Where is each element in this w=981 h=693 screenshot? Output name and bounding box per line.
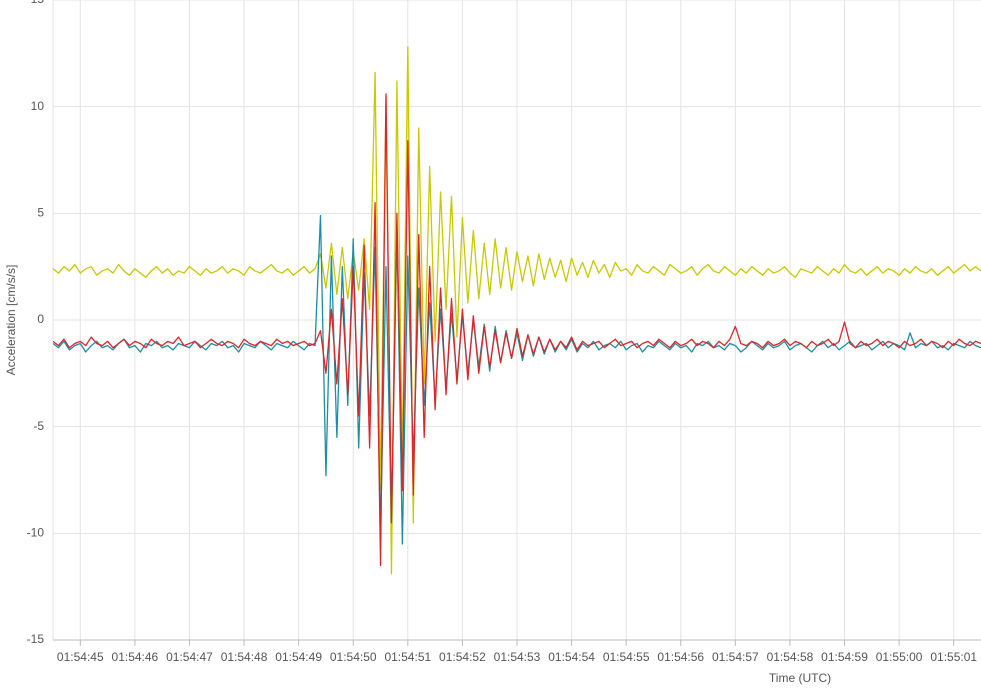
y-tick-label: -5 (33, 419, 44, 433)
labels: -15 -10 -5 0 5 10 15 01:54:45 01:54:46 01:54:47 01… (27, 0, 978, 664)
y-tick-label: 10 (31, 99, 45, 113)
x-tick-label: 01:54:58 (767, 650, 814, 664)
x-tick-label: 01:54:52 (439, 650, 486, 664)
grid (52, 0, 981, 646)
y-axis-title: Acceleration [cm/s/s] (4, 265, 18, 376)
x-axis-title: Time (UTC) (769, 671, 831, 685)
x-tick-label: 01:54:46 (112, 650, 159, 664)
x-tick-label: 01:55:00 (876, 650, 923, 664)
series-line (53, 93, 981, 566)
x-tick-label: 01:54:49 (275, 650, 322, 664)
x-tick-label: 01:54:45 (57, 650, 104, 664)
x-tick-label: 01:54:56 (657, 650, 704, 664)
x-tick-label: 01:54:55 (603, 650, 650, 664)
plot-area (53, 46, 981, 575)
x-tick-label: 01:54:47 (166, 650, 213, 664)
x-tick-label: 01:54:54 (548, 650, 595, 664)
x-tick-label: 01:54:57 (712, 650, 759, 664)
x-tick-label: 01:54:51 (384, 650, 431, 664)
y-tick-label: 5 (37, 206, 44, 220)
x-tick-label: 01:54:50 (330, 650, 377, 664)
x-tick-label: 01:54:48 (221, 650, 268, 664)
series-line (53, 46, 981, 575)
y-tick-label: -15 (27, 632, 45, 646)
x-tick-label: 01:54:53 (494, 650, 541, 664)
series-line (53, 214, 981, 545)
x-tick-label: 01:55:01 (930, 650, 977, 664)
y-tick-label: 0 (37, 312, 44, 326)
y-tick-label: -10 (27, 526, 45, 540)
x-tick-label: 01:54:59 (821, 650, 868, 664)
y-tick-label: 15 (31, 0, 45, 6)
